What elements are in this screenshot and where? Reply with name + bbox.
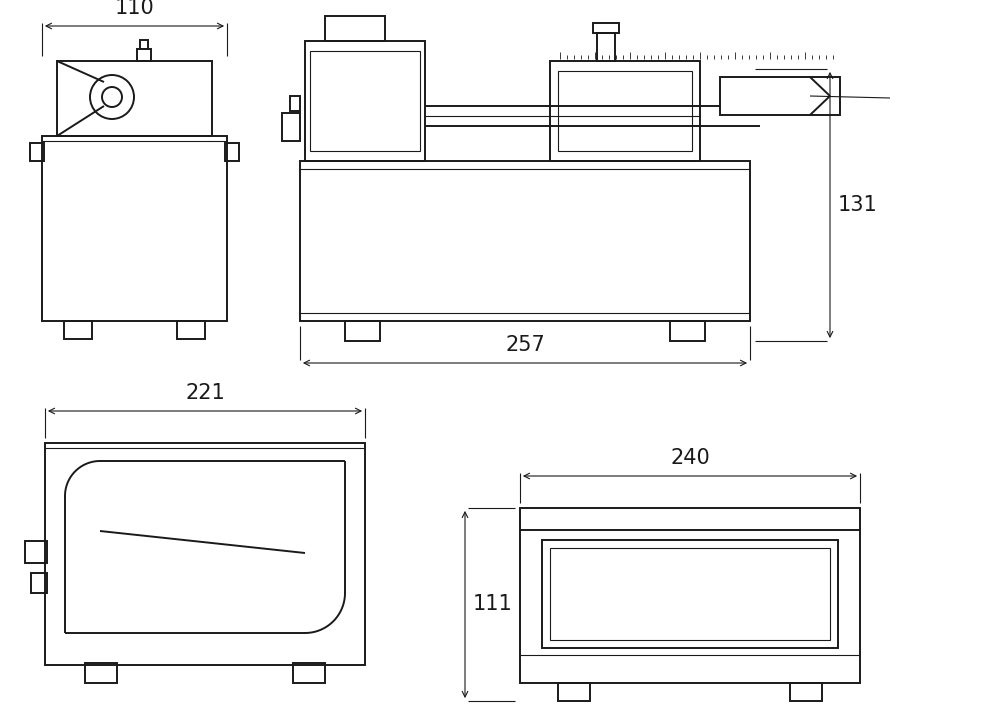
Bar bbox=[85, 663, 117, 683]
Bar bbox=[520, 508, 860, 683]
Text: 221: 221 bbox=[185, 383, 225, 403]
Text: 111: 111 bbox=[473, 594, 513, 614]
Text: 110: 110 bbox=[115, 0, 154, 18]
Bar bbox=[558, 683, 590, 701]
Bar bbox=[790, 683, 822, 701]
Bar bbox=[25, 541, 47, 563]
Bar bbox=[720, 77, 840, 115]
Text: 240: 240 bbox=[670, 448, 710, 468]
Bar bbox=[45, 443, 365, 665]
Bar bbox=[290, 96, 300, 111]
Bar bbox=[64, 321, 92, 339]
Bar bbox=[282, 113, 300, 141]
Bar bbox=[137, 49, 151, 61]
Bar bbox=[140, 40, 148, 49]
Text: 257: 257 bbox=[505, 335, 545, 355]
Bar bbox=[30, 143, 44, 161]
Bar bbox=[300, 161, 750, 321]
Text: 131: 131 bbox=[838, 195, 878, 215]
Bar bbox=[550, 61, 700, 161]
Bar bbox=[550, 548, 830, 640]
Bar bbox=[345, 321, 380, 341]
Bar bbox=[670, 321, 705, 341]
Bar bbox=[293, 663, 325, 683]
Bar bbox=[225, 143, 239, 161]
Bar bbox=[31, 573, 47, 593]
Bar bbox=[542, 540, 838, 648]
Bar bbox=[42, 136, 227, 321]
Bar bbox=[57, 61, 212, 136]
Bar bbox=[558, 71, 692, 151]
Bar bbox=[310, 51, 420, 151]
Bar bbox=[593, 23, 619, 33]
Bar bbox=[177, 321, 205, 339]
Bar bbox=[597, 33, 615, 61]
Bar bbox=[325, 16, 385, 41]
Bar bbox=[305, 41, 425, 161]
